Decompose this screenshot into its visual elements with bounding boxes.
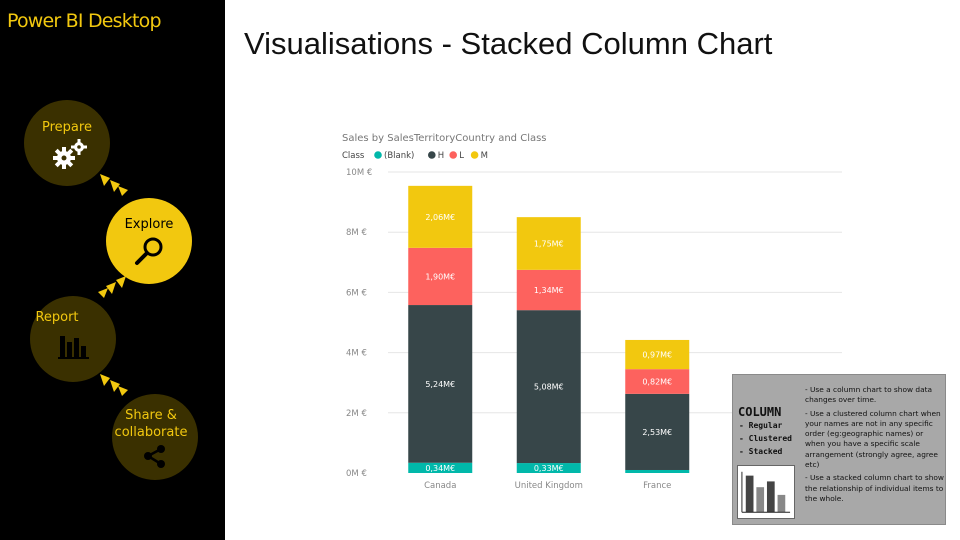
arrow-down-right-icon: [100, 174, 128, 196]
sidebar: Power BI Desktop Prepare: [0, 0, 225, 540]
step-explore[interactable]: Explore: [106, 198, 192, 284]
data-label: 0,97M€: [642, 351, 672, 360]
column-chart-thumbnail-icon: [737, 465, 795, 519]
x-tick-label: United Kingdom: [515, 481, 583, 491]
share-icon: [144, 445, 165, 468]
bar-segment[interactable]: [625, 369, 690, 394]
step-share-label-1: Share &: [125, 408, 177, 423]
x-tick-label: France: [643, 481, 671, 491]
info-bullet-1: - Use a column chart to show data change…: [805, 385, 933, 405]
data-label: 2,06M€: [425, 213, 455, 222]
data-label: 0,33M€: [534, 464, 564, 473]
legend-item[interactable]: H: [438, 151, 444, 161]
bar-segment[interactable]: [516, 463, 581, 473]
bar-chart-icon: [58, 336, 89, 359]
app-brand: Power BI Desktop: [7, 10, 162, 32]
step-share-label-2: collaborate: [114, 425, 188, 440]
y-tick-label: 8M €: [346, 228, 367, 238]
y-tick-label: 2M €: [346, 409, 367, 419]
legend-swatch: [470, 151, 479, 159]
info-sub-regular: - Regular: [739, 421, 783, 430]
legend-swatch: [374, 151, 382, 159]
step-prepare[interactable]: Prepare: [24, 100, 110, 186]
bar-segment[interactable]: [516, 269, 581, 311]
bar-segment[interactable]: [516, 310, 581, 464]
info-bullet-2: - Use a clustered column chart when your…: [805, 408, 941, 470]
step-share-collaborate[interactable]: Share & collaborate: [112, 394, 198, 480]
bar-segment[interactable]: [408, 462, 473, 473]
step-explore-label: Explore: [124, 217, 174, 232]
data-label: 5,08M€: [534, 383, 564, 392]
x-tick-label: Canada: [424, 481, 456, 491]
data-label: 1,90M€: [425, 272, 455, 281]
info-bullet-3: - Use a stacked column chart to show the…: [805, 473, 944, 503]
gears-icon: [53, 139, 87, 169]
step-prepare-label: Prepare: [42, 120, 92, 135]
bar-segment[interactable]: [625, 393, 690, 470]
info-sub-clustered: - Clustered: [739, 434, 792, 443]
y-tick-label: 4M €: [346, 349, 367, 359]
data-label: 1,34M€: [534, 286, 564, 295]
legend-title: Class: [342, 151, 365, 161]
legend-swatch: [428, 151, 436, 159]
data-label: 0,82M€: [642, 377, 672, 386]
info-heading: COLUMN: [738, 405, 782, 419]
bar-segment[interactable]: [625, 339, 690, 370]
y-axis: 0M € 2M € 4M € 6M € 8M € 10M €: [346, 168, 372, 479]
y-tick-label: 6M €: [346, 288, 367, 298]
chart-legend: Class (Blank) H L M: [342, 151, 488, 161]
y-tick-label: 10M €: [346, 168, 372, 178]
step-report[interactable]: Report: [30, 296, 116, 382]
bar-segment[interactable]: [408, 247, 473, 306]
y-tick-label: 0M €: [346, 469, 367, 479]
bar-segment[interactable]: [408, 185, 473, 248]
step-report-label: Report: [35, 310, 79, 325]
data-label: 2,53M€: [642, 428, 672, 437]
slide-title: Visualisations - Stacked Column Chart: [244, 26, 773, 61]
info-bullets: - Use a column chart to show data change…: [805, 385, 945, 507]
legend-swatch: [449, 151, 457, 159]
bar-segment[interactable]: [516, 217, 581, 270]
legend-item[interactable]: M: [481, 151, 488, 161]
arrow-down-left-icon: [98, 276, 126, 298]
bar-segment[interactable]: [625, 469, 690, 473]
info-sub-stacked: - Stacked: [739, 447, 783, 456]
magnifier-icon: [135, 237, 163, 265]
data-label: 0,34M€: [425, 464, 455, 473]
data-label: 1,75M€: [534, 239, 564, 248]
chart-title: Sales by SalesTerritoryCountry and Class: [342, 133, 547, 144]
legend-item[interactable]: L: [459, 151, 464, 161]
arrow-down-right-icon-2: [100, 374, 128, 396]
bar-segment[interactable]: [408, 305, 473, 463]
column-info-panel: COLUMN - Regular - Clustered - Stacked -…: [732, 374, 946, 525]
legend-item[interactable]: (Blank): [384, 151, 414, 161]
data-label: 5,24M€: [425, 380, 455, 389]
